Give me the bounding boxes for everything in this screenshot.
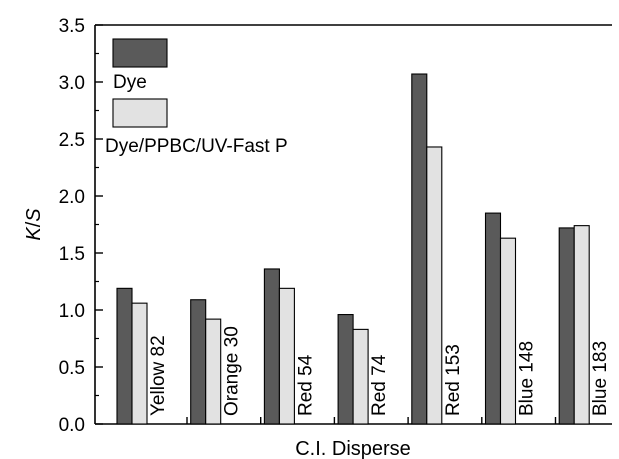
bar-dye-ppbc-uv-fast-p <box>573 225 590 425</box>
bar-dye-ppbc-uv-fast-p <box>131 302 148 425</box>
legend-label-dye-ppbc-uv-fast-p: Dye/PPBC/UV-Fast P <box>105 136 288 157</box>
axes: 0.0 0.5 1.0 1.5 2.0 2.5 3.0 3.5 K/S C.I. Disperse <box>23 16 612 459</box>
y-tick-label: 1.0 <box>59 301 85 322</box>
category-label: Blue 183 <box>590 341 611 416</box>
bar-dye-ppbc-uv-fast-p <box>352 328 369 425</box>
category-label: Orange 30 <box>222 326 243 416</box>
bar-dye <box>411 73 428 425</box>
bar-dye <box>190 299 207 425</box>
bar-dye <box>337 314 354 425</box>
y-tick-label: 0.0 <box>59 415 85 436</box>
bar-dye-ppbc-uv-fast-p <box>426 146 443 425</box>
y-axis-title: K/S <box>23 208 45 241</box>
category-label: Red 54 <box>295 354 316 416</box>
y-tick-label: 3.0 <box>59 73 85 94</box>
bar-dye <box>116 287 133 425</box>
y-tick-label: 1.5 <box>59 244 85 265</box>
legend: Dye Dye/PPBC/UV-Fast P <box>105 38 288 157</box>
legend-label-dye: Dye <box>113 72 147 93</box>
bar-dye-ppbc-uv-fast-p <box>205 318 222 425</box>
y-tick-label: 3.5 <box>59 16 85 37</box>
bar-dye-ppbc-uv-fast-p <box>499 237 517 425</box>
x-axis-title: C.I. Disperse <box>295 438 411 459</box>
legend-swatch-dye <box>112 38 168 68</box>
bar-dye <box>263 268 280 425</box>
bars <box>116 73 590 425</box>
category-label: Blue 148 <box>517 341 538 416</box>
legend-swatch-dye-ppbc-uv-fast-p <box>112 98 168 128</box>
y-tick-label: 2.0 <box>59 187 85 208</box>
category-label: Yellow 82 <box>148 335 169 416</box>
category-labels: Yellow 82 Orange 30 Red 54 Red 74 Red 153 Blu… <box>148 326 611 416</box>
category-label: Red 153 <box>443 344 464 416</box>
category-label: Red 74 <box>369 354 390 416</box>
bar-dye <box>558 227 575 425</box>
bar-dye <box>484 212 502 425</box>
bar-dye-ppbc-uv-fast-p <box>278 287 295 425</box>
y-tick-label: 2.5 <box>59 130 85 151</box>
y-tick-label: 0.5 <box>59 358 85 379</box>
